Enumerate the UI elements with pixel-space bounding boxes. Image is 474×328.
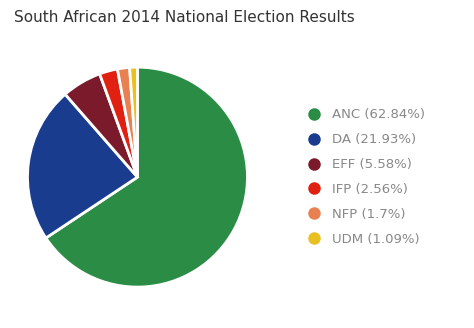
Wedge shape bbox=[129, 67, 137, 177]
Legend: ANC (62.84%), DA (21.93%), EFF (5.58%), IFP (2.56%), NFP (1.7%), UDM (1.09%): ANC (62.84%), DA (21.93%), EFF (5.58%), … bbox=[295, 103, 430, 251]
Wedge shape bbox=[100, 69, 137, 177]
Wedge shape bbox=[65, 74, 137, 177]
Wedge shape bbox=[27, 94, 137, 238]
Wedge shape bbox=[118, 68, 137, 177]
Text: South African 2014 National Election Results: South African 2014 National Election Res… bbox=[14, 10, 355, 25]
Wedge shape bbox=[46, 67, 247, 287]
